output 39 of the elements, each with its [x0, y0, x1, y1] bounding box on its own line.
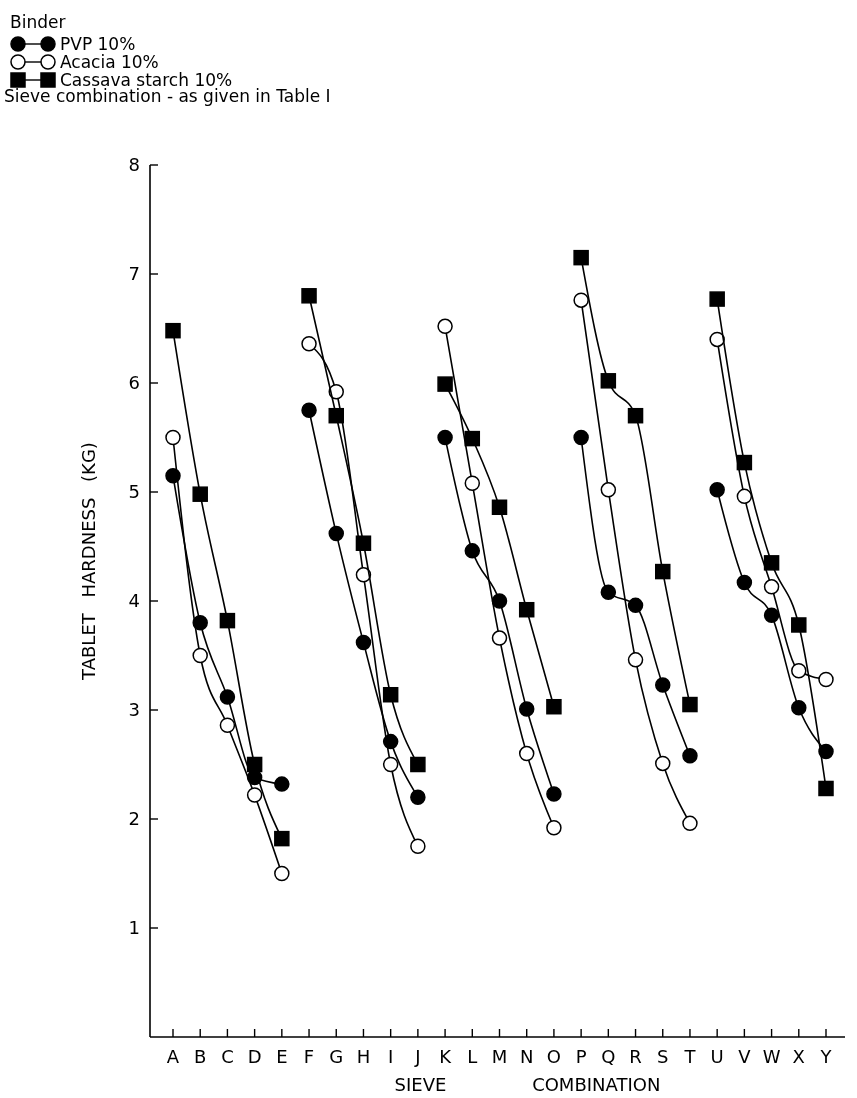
x-tick-label: I — [388, 1046, 394, 1067]
x-tick-label: H — [356, 1046, 371, 1067]
x-tick-label: Y — [819, 1046, 833, 1067]
x-tick-label: B — [194, 1046, 207, 1067]
x-tick-label: R — [629, 1046, 642, 1067]
y-axis-title: TABLET HARDNESS (KG) — [78, 442, 99, 681]
x-tick-label: M — [491, 1046, 508, 1067]
y-tick-label: 1 — [128, 917, 140, 939]
x-tick-label: E — [276, 1046, 288, 1067]
x-tick-label: C — [221, 1046, 234, 1067]
legend-label: Acacia 10% — [60, 51, 159, 72]
y-tick-label: 5 — [128, 481, 140, 503]
x-tick-label: A — [166, 1046, 180, 1067]
x-tick-label: S — [657, 1046, 669, 1067]
x-tick-label: X — [792, 1046, 805, 1067]
legend-title: Binder — [10, 12, 66, 32]
x-tick-label: K — [439, 1046, 453, 1067]
x-tick-label: P — [575, 1046, 587, 1067]
x-tick-label: V — [738, 1046, 752, 1067]
y-tick-label: 4 — [128, 590, 140, 612]
legend-label: PVP 10% — [60, 33, 136, 54]
x-tick-label: U — [710, 1046, 724, 1067]
x-tick-label: T — [683, 1046, 697, 1067]
y-tick-label: 2 — [128, 808, 140, 830]
x-tick-label: G — [329, 1046, 344, 1067]
x-tick-label: L — [467, 1046, 478, 1067]
x-tick-label: F — [303, 1046, 315, 1067]
x-tick-label: Q — [601, 1046, 616, 1067]
x-tick-label: D — [247, 1046, 262, 1067]
text: Sieve combination - as given in Table I — [4, 86, 331, 106]
y-tick-label: 3 — [128, 699, 140, 721]
x-tick-label: O — [546, 1046, 561, 1067]
x-tick-label: N — [519, 1046, 534, 1067]
x-tick-label: W — [762, 1046, 781, 1067]
x-tick-label: J — [414, 1046, 421, 1067]
x-axis-title: SIEVE COMBINATION — [394, 1074, 661, 1095]
y-tick-label: 8 — [128, 154, 140, 176]
y-tick-label: 7 — [128, 263, 140, 285]
y-tick-label: 6 — [128, 372, 140, 394]
